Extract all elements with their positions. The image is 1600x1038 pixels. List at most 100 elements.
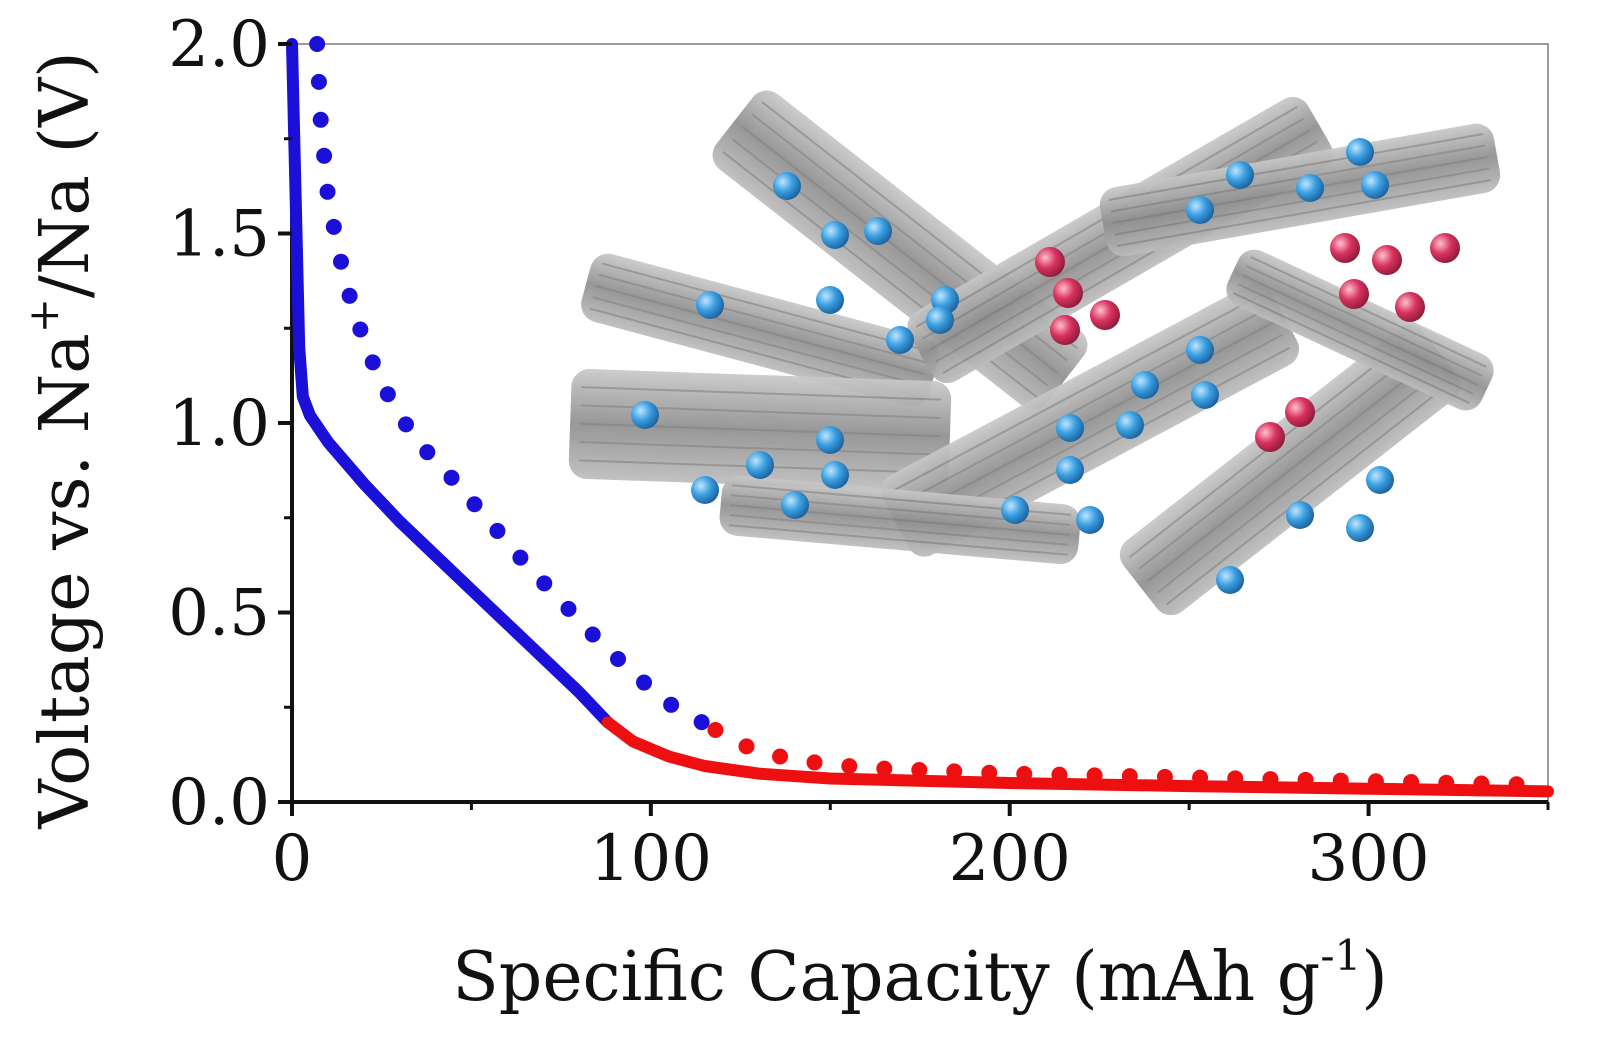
y-axis-title-end: /Na (V): [26, 51, 105, 298]
series-dot: [332, 253, 349, 270]
sodium-ion-intercalated: [1361, 171, 1389, 199]
layer-line: [592, 296, 922, 387]
sodium-ion-pore: [1395, 292, 1425, 322]
layer-line: [1233, 292, 1470, 404]
graphene-layer: [1226, 249, 1494, 411]
sodium-ion-pore: [1430, 233, 1460, 263]
series-dot: [738, 738, 755, 755]
series-dot: [1262, 771, 1279, 788]
series-dot: [1086, 767, 1103, 784]
sodium-ion-pore: [1255, 422, 1285, 452]
sodium-ion-intercalated: [691, 476, 719, 504]
series-dot: [981, 764, 998, 781]
x-axis-title-end: ): [1361, 938, 1388, 1017]
series-dot: [911, 761, 928, 778]
x-tick-label: 0: [272, 822, 313, 896]
series-dot: [610, 650, 627, 667]
series-dot: [364, 354, 381, 371]
series-dot: [536, 575, 553, 592]
sodium-ion-intercalated: [1296, 174, 1324, 202]
layer-line: [1116, 179, 1492, 247]
layer-line: [1250, 256, 1487, 368]
layer-line: [729, 514, 1069, 546]
layer-line: [1166, 382, 1451, 606]
x-axis-title-sup: -1: [1320, 931, 1361, 980]
series-dot: [1332, 772, 1349, 789]
x-axis-title: Specific Capacity (mAh g-1): [452, 931, 1388, 1017]
layer-line: [598, 273, 928, 364]
y-tick-label: 1.0: [168, 387, 270, 461]
series-dot: [1508, 776, 1525, 793]
series-dot: [584, 626, 601, 643]
series-dot: [312, 111, 329, 128]
series-line: [601, 716, 1554, 798]
series-dot: [560, 600, 577, 617]
sodium-ion-intercalated: [1346, 514, 1374, 542]
sodium-ion-intercalated: [1346, 138, 1374, 166]
sodium-ion-intercalated: [1191, 381, 1219, 409]
sodium-ion-intercalated: [746, 451, 774, 479]
y-axis-title-main: Voltage vs. Na: [26, 333, 105, 829]
sodium-ion-pore: [1090, 300, 1120, 330]
series-dot: [1473, 775, 1490, 792]
series-dot: [1192, 769, 1209, 786]
sodium-ion-intercalated: [781, 491, 809, 519]
series-dot: [663, 696, 680, 713]
sodium-ion-intercalated: [1116, 411, 1144, 439]
sodium-ion-intercalated: [1366, 466, 1394, 494]
sodium-ion-intercalated: [816, 426, 844, 454]
series-dot: [419, 444, 436, 461]
layer-line: [1156, 370, 1442, 594]
layer-line: [581, 386, 942, 401]
sodium-ion-pore: [1035, 247, 1065, 277]
x-tick-label: 200: [949, 822, 1071, 896]
sodium-ion-intercalated: [773, 172, 801, 200]
sodium-ion-intercalated: [1216, 566, 1244, 594]
series-dot: [309, 36, 326, 52]
series-dot: [310, 73, 327, 90]
series-group: [286, 36, 1554, 798]
y-tick-label: 0.0: [168, 766, 270, 840]
layer-line: [1108, 133, 1484, 201]
layer-line: [1245, 265, 1483, 377]
series-dot: [443, 469, 460, 486]
layer-line: [1114, 167, 1490, 236]
y-tick-label: 1.5: [168, 198, 270, 272]
series-dot: [772, 748, 789, 765]
x-axis-title-main: Specific Capacity (mAh g: [452, 938, 1320, 1017]
series-dot: [341, 287, 358, 304]
series-dot: [352, 321, 369, 338]
series-dot: [379, 386, 396, 403]
sodium-ion-pore: [1053, 278, 1083, 308]
series-dot: [841, 758, 858, 775]
series-dot: [693, 714, 710, 731]
series-dot: [489, 522, 506, 539]
series-dot: [707, 721, 724, 738]
sodium-ion-intercalated: [1001, 496, 1029, 524]
series-dot: [806, 754, 823, 771]
sodium-ion-intercalated: [821, 221, 849, 249]
series-dot: [1367, 773, 1384, 790]
layer-line: [728, 524, 1068, 556]
y-axis-title-sup: +: [19, 298, 68, 333]
layer-line: [595, 285, 925, 375]
sodium-ion-intercalated: [1076, 506, 1104, 534]
sodium-ion-intercalated: [631, 401, 659, 429]
series-dots: [309, 36, 710, 731]
y-tick-label: 2.0: [168, 8, 270, 82]
y-axis-title: Voltage vs. Na+/Na (V): [19, 51, 105, 829]
layer-line: [579, 441, 940, 456]
series-dot: [1156, 768, 1173, 785]
series-dot: [1403, 774, 1420, 791]
series-dot: [946, 763, 963, 780]
sodium-ion-intercalated: [1186, 336, 1214, 364]
sodium-ion-pore: [1330, 233, 1360, 263]
layer-line: [904, 320, 1276, 520]
sodium-ion-intercalated: [1226, 161, 1254, 189]
y-tick-label: 0.5: [168, 577, 270, 651]
series-dot: [325, 218, 342, 235]
sodium-ion-intercalated: [1286, 501, 1314, 529]
layer-line: [890, 294, 1262, 493]
